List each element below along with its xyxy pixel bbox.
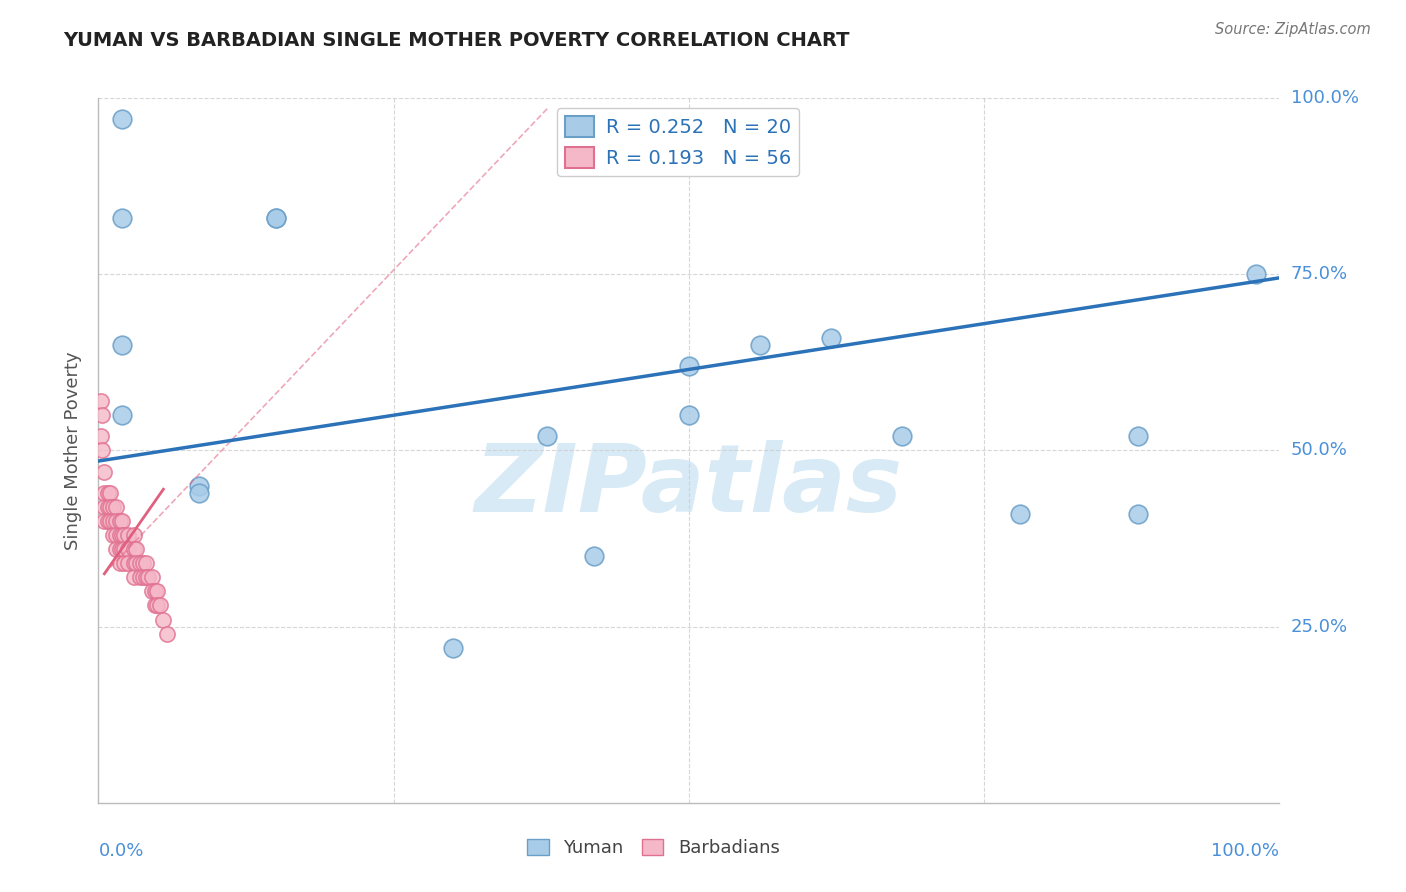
Point	[105, 514, 128, 528]
Point	[536, 429, 558, 443]
Point	[108, 528, 131, 542]
Point	[101, 528, 124, 542]
Point	[111, 408, 134, 422]
Point	[264, 211, 287, 225]
Point	[111, 338, 134, 352]
Text: YUMAN VS BARBADIAN SINGLE MOTHER POVERTY CORRELATION CHART: YUMAN VS BARBADIAN SINGLE MOTHER POVERTY…	[63, 31, 849, 50]
Point	[93, 465, 115, 479]
Text: ZIPatlas: ZIPatlas	[475, 440, 903, 532]
Point	[122, 570, 145, 584]
Text: 100.0%: 100.0%	[1291, 89, 1358, 107]
Point	[112, 556, 135, 570]
Point	[136, 570, 159, 584]
Point	[187, 485, 209, 500]
Point	[105, 500, 128, 514]
Point	[143, 584, 166, 599]
Point	[890, 429, 912, 443]
Text: 100.0%: 100.0%	[1212, 842, 1279, 860]
Point	[125, 542, 148, 557]
Point	[187, 478, 209, 492]
Point	[135, 556, 157, 570]
Point	[111, 514, 134, 528]
Point	[112, 542, 135, 557]
Point	[108, 514, 131, 528]
Point	[105, 542, 128, 557]
Point	[678, 408, 700, 422]
Point	[117, 528, 139, 542]
Point	[1126, 429, 1149, 443]
Y-axis label: Single Mother Poverty: Single Mother Poverty	[65, 351, 83, 549]
Point	[122, 542, 145, 557]
Point	[105, 528, 128, 542]
Point	[122, 556, 145, 570]
Point	[678, 359, 700, 373]
Point	[132, 570, 155, 584]
Point	[128, 570, 150, 584]
Point	[128, 556, 150, 570]
Point	[111, 211, 134, 225]
Point	[149, 599, 172, 613]
Point	[146, 599, 169, 613]
Point	[264, 211, 287, 225]
Point	[1244, 268, 1267, 282]
Point	[97, 514, 120, 528]
Point	[90, 429, 112, 443]
Point	[1008, 507, 1031, 521]
Text: 75.0%: 75.0%	[1291, 265, 1348, 284]
Point	[122, 528, 145, 542]
Point	[98, 485, 121, 500]
Point	[156, 626, 179, 640]
Point	[108, 542, 131, 557]
Point	[108, 556, 131, 570]
Point	[1126, 507, 1149, 521]
Point	[98, 500, 121, 514]
Legend: Yuman, Barbadians: Yuman, Barbadians	[520, 831, 787, 864]
Point	[141, 570, 163, 584]
Point	[93, 485, 115, 500]
Point	[98, 514, 121, 528]
Point	[135, 570, 157, 584]
Point	[91, 408, 114, 422]
Point	[441, 640, 464, 655]
Point	[583, 549, 606, 564]
Point	[146, 584, 169, 599]
Point	[90, 394, 112, 409]
Point	[101, 514, 124, 528]
Point	[97, 485, 120, 500]
Point	[820, 331, 842, 345]
Point	[117, 556, 139, 570]
Point	[93, 514, 115, 528]
Point	[132, 556, 155, 570]
Point	[111, 542, 134, 557]
Text: Source: ZipAtlas.com: Source: ZipAtlas.com	[1215, 22, 1371, 37]
Point	[143, 599, 166, 613]
Point	[117, 542, 139, 557]
Point	[112, 528, 135, 542]
Point	[101, 500, 124, 514]
Text: 0.0%: 0.0%	[98, 842, 143, 860]
Point	[91, 443, 114, 458]
Text: 50.0%: 50.0%	[1291, 442, 1347, 459]
Point	[97, 500, 120, 514]
Point	[111, 528, 134, 542]
Point	[152, 613, 174, 627]
Point	[141, 584, 163, 599]
Point	[111, 112, 134, 127]
Point	[125, 556, 148, 570]
Text: 25.0%: 25.0%	[1291, 617, 1348, 636]
Point	[93, 500, 115, 514]
Point	[748, 338, 770, 352]
